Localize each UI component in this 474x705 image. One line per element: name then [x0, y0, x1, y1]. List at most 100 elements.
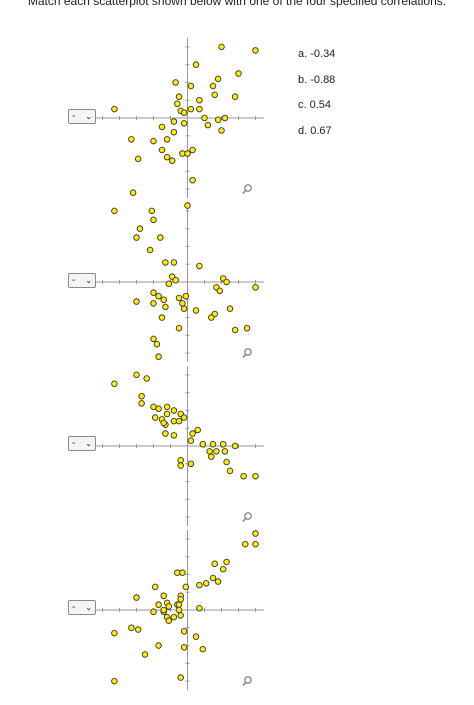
data-point — [133, 298, 140, 305]
data-point — [182, 292, 190, 300]
data-point — [153, 340, 161, 348]
data-point — [213, 448, 220, 455]
data-point — [240, 472, 247, 480]
data-point — [170, 259, 178, 266]
data-point — [174, 100, 181, 108]
data-point — [162, 303, 169, 311]
scatterplot-1 — [94, 38, 264, 198]
scatterplot-svg — [94, 38, 264, 198]
data-point — [192, 61, 200, 68]
magnifier-icon[interactable] — [242, 676, 252, 686]
data-point — [172, 79, 179, 86]
data-point — [184, 202, 191, 209]
data-point — [180, 644, 188, 651]
data-point — [196, 105, 203, 113]
data-point — [192, 633, 200, 640]
select-value: - — [72, 602, 76, 613]
data-point — [184, 150, 191, 157]
data-point — [160, 419, 167, 427]
data-point — [155, 601, 162, 608]
data-point — [170, 432, 178, 439]
data-point — [138, 392, 145, 400]
data-point — [252, 47, 259, 54]
chevron-down-icon: ⌄ — [85, 439, 92, 448]
data-point — [177, 456, 184, 464]
data-point — [162, 259, 169, 266]
data-point — [148, 207, 156, 215]
magnifier-icon[interactable] — [242, 184, 252, 194]
data-point — [133, 594, 140, 601]
data-point — [138, 400, 145, 407]
data-point — [223, 558, 230, 566]
data-point — [155, 292, 162, 300]
data-point — [175, 324, 183, 332]
magnifier-icon[interactable] — [242, 348, 252, 358]
data-point — [231, 326, 239, 334]
correlation-select-3[interactable]: - ⌄ — [68, 436, 96, 451]
correlation-select-4[interactable]: - ⌄ — [68, 600, 96, 615]
data-point — [177, 674, 184, 681]
data-point — [134, 155, 142, 163]
data-point — [133, 371, 140, 379]
select-value: - — [72, 438, 76, 449]
data-point — [192, 307, 200, 314]
data-point — [199, 645, 207, 653]
data-point — [194, 426, 201, 434]
data-point — [111, 207, 118, 215]
data-point — [187, 437, 195, 444]
correlation-select-1[interactable]: - ⌄ — [68, 109, 96, 124]
data-point — [155, 353, 162, 360]
data-point — [189, 146, 196, 154]
data-point — [172, 276, 179, 284]
data-point — [175, 417, 183, 425]
data-point — [175, 294, 183, 302]
data-point — [219, 565, 227, 573]
magnifier-icon[interactable] — [242, 512, 252, 522]
data-point — [163, 403, 171, 411]
data-point — [150, 137, 157, 145]
data-point — [179, 569, 186, 576]
data-point — [182, 583, 190, 591]
data-point — [111, 677, 118, 685]
data-point — [165, 280, 173, 288]
data-point — [170, 407, 178, 414]
data-point — [128, 624, 135, 632]
data-point — [160, 606, 167, 614]
data-point — [180, 628, 188, 635]
data-point — [150, 289, 157, 296]
data-point — [179, 300, 186, 307]
data-point — [162, 430, 169, 437]
data-point — [252, 540, 259, 548]
data-point — [136, 225, 144, 232]
correlation-select-2[interactable]: - ⌄ — [68, 273, 96, 288]
data-point — [252, 284, 259, 291]
chevron-down-icon: ⌄ — [85, 112, 92, 121]
data-point — [150, 216, 157, 224]
data-point — [141, 651, 149, 658]
data-point — [218, 43, 225, 51]
data-point — [160, 592, 167, 600]
data-point — [129, 189, 137, 196]
data-point — [196, 96, 203, 104]
data-point — [209, 82, 217, 90]
data-point — [163, 136, 171, 143]
data-point — [187, 105, 195, 113]
data-point — [218, 127, 225, 134]
data-point — [151, 414, 159, 421]
data-point — [160, 296, 167, 304]
data-point — [150, 608, 157, 616]
instruction-text: Match each scatterplot shown below with … — [27, 0, 447, 8]
data-point — [235, 70, 242, 77]
data-point — [221, 448, 229, 455]
data-point — [187, 460, 195, 468]
data-point — [226, 305, 234, 312]
scatterplot-4 — [94, 530, 264, 690]
data-point — [111, 629, 118, 637]
data-point — [196, 581, 203, 589]
data-point — [128, 136, 135, 143]
data-point — [151, 583, 159, 591]
data-point — [165, 603, 173, 610]
data-point — [189, 430, 196, 437]
chevron-down-icon: ⌄ — [85, 276, 92, 285]
chevron-down-icon: ⌄ — [85, 603, 92, 612]
